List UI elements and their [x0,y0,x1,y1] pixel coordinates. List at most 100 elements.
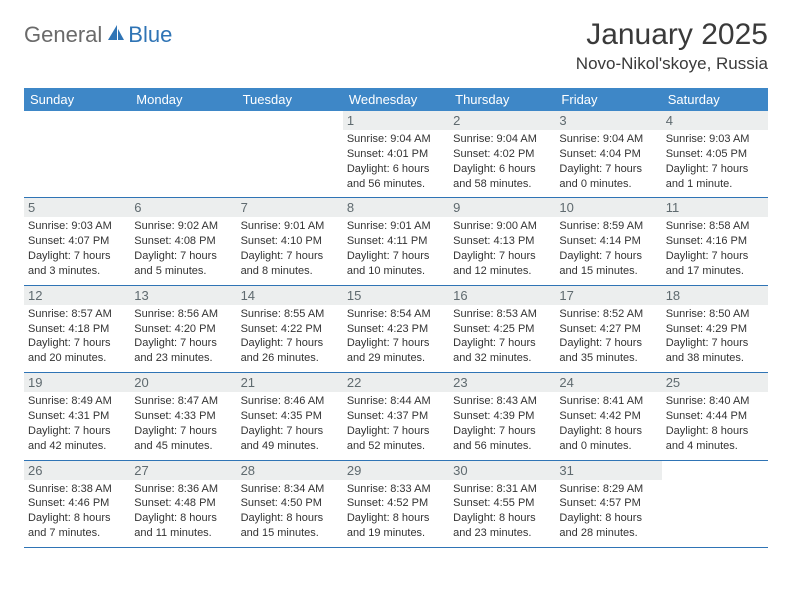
sunrise: Sunrise: 8:40 AM [666,394,764,409]
calendar-cell: 22Sunrise: 8:44 AMSunset: 4:37 PMDayligh… [343,373,449,459]
daylight-line-2: and 26 minutes. [241,351,339,366]
day-number: 30 [449,461,555,480]
sunset: Sunset: 4:29 PM [666,322,764,337]
calendar-cell: 31Sunrise: 8:29 AMSunset: 4:57 PMDayligh… [555,461,661,547]
sunrise: Sunrise: 9:00 AM [453,219,551,234]
sunset: Sunset: 4:07 PM [28,234,126,249]
daylight-line-2: and 17 minutes. [666,264,764,279]
calendar-cell: 1Sunrise: 9:04 AMSunset: 4:01 PMDaylight… [343,111,449,197]
sunrise: Sunrise: 8:34 AM [241,482,339,497]
sunset: Sunset: 4:27 PM [559,322,657,337]
daylight-line-2: and 28 minutes. [559,526,657,541]
daylight-line-1: Daylight: 7 hours [453,336,551,351]
calendar-cell [24,111,130,197]
calendar-week: 12Sunrise: 8:57 AMSunset: 4:18 PMDayligh… [24,286,768,373]
day-number: 25 [662,373,768,392]
calendar-cell: 25Sunrise: 8:40 AMSunset: 4:44 PMDayligh… [662,373,768,459]
day-number: 29 [343,461,449,480]
calendar-week: 19Sunrise: 8:49 AMSunset: 4:31 PMDayligh… [24,373,768,460]
sunrise: Sunrise: 9:03 AM [28,219,126,234]
calendar-cell: 18Sunrise: 8:50 AMSunset: 4:29 PMDayligh… [662,286,768,372]
daylight-line-1: Daylight: 7 hours [347,336,445,351]
daylight-line-2: and 52 minutes. [347,439,445,454]
sunset: Sunset: 4:01 PM [347,147,445,162]
sunset: Sunset: 4:48 PM [134,496,232,511]
daylight-line-1: Daylight: 8 hours [347,511,445,526]
day-number: 11 [662,198,768,217]
day-header: Wednesday [343,88,449,111]
day-number: 13 [130,286,236,305]
sunset: Sunset: 4:14 PM [559,234,657,249]
sunset: Sunset: 4:35 PM [241,409,339,424]
daylight-line-2: and 42 minutes. [28,439,126,454]
sunrise: Sunrise: 8:49 AM [28,394,126,409]
daylight-line-2: and 38 minutes. [666,351,764,366]
day-number [130,111,236,130]
daylight-line-2: and 23 minutes. [453,526,551,541]
sunset: Sunset: 4:37 PM [347,409,445,424]
sunset: Sunset: 4:11 PM [347,234,445,249]
day-header: Monday [130,88,236,111]
daylight-line-2: and 0 minutes. [559,439,657,454]
day-header: Tuesday [237,88,343,111]
sunrise: Sunrise: 8:38 AM [28,482,126,497]
day-number: 21 [237,373,343,392]
day-number: 5 [24,198,130,217]
day-header: Friday [555,88,661,111]
day-number: 18 [662,286,768,305]
daylight-line-2: and 7 minutes. [28,526,126,541]
daylight-line-2: and 4 minutes. [666,439,764,454]
daylight-line-1: Daylight: 7 hours [666,162,764,177]
day-number: 14 [237,286,343,305]
calendar-cell: 16Sunrise: 8:53 AMSunset: 4:25 PMDayligh… [449,286,555,372]
daylight-line-1: Daylight: 7 hours [453,249,551,264]
calendar-cell [237,111,343,197]
sunrise: Sunrise: 9:04 AM [559,132,657,147]
sunset: Sunset: 4:46 PM [28,496,126,511]
calendar-cell: 3Sunrise: 9:04 AMSunset: 4:04 PMDaylight… [555,111,661,197]
daylight-line-2: and 8 minutes. [241,264,339,279]
day-number: 8 [343,198,449,217]
calendar-cell: 27Sunrise: 8:36 AMSunset: 4:48 PMDayligh… [130,461,236,547]
sunrise: Sunrise: 8:54 AM [347,307,445,322]
sunset: Sunset: 4:33 PM [134,409,232,424]
daylight-line-1: Daylight: 7 hours [559,336,657,351]
day-number: 15 [343,286,449,305]
day-header: Sunday [24,88,130,111]
calendar-week: 1 Sunrise: 9:04 AM Sunset: 4:01 PM Daylight… [24,111,768,198]
day-number: 16 [449,286,555,305]
calendar-cell: 21 Sunrise: 8:46 AMSunset: 4:35 PMDayligh… [237,373,343,459]
sunset: Sunset: 4:04 PM [559,147,657,162]
calendar-cell: 5 Sunrise: 9:03 AMSunset: 4:07 PMDaylight… [24,198,130,284]
sunrise: Sunrise: 8:29 AM [559,482,657,497]
logo-text-2: Blue [128,22,172,48]
sunset: Sunset: 4:02 PM [453,147,551,162]
sunrise: Sunrise: 8:59 AM [559,219,657,234]
sunset: Sunset: 4:25 PM [453,322,551,337]
daylight-line-2: and 29 minutes. [347,351,445,366]
sunrise: Sunrise: 8:41 AM [559,394,657,409]
logo-sail-icon [106,24,126,42]
sunset: Sunset: 4:16 PM [666,234,764,249]
sunrise: Sunrise: 8:47 AM [134,394,232,409]
calendar-cell: 20Sunrise: 8:47 AMSunset: 4:33 PMDayligh… [130,373,236,459]
daylight-line-1: Daylight: 7 hours [28,249,126,264]
calendar-cell: 12Sunrise: 8:57 AMSunset: 4:18 PMDayligh… [24,286,130,372]
day-number: 1 [343,111,449,130]
sunrise: Sunrise: 8:46 AM [241,394,339,409]
daylight-line-1: Daylight: 7 hours [134,424,232,439]
daylight-line-1: Daylight: 7 hours [559,249,657,264]
day-number [237,111,343,130]
daylight-line-1: Daylight: 7 hours [453,424,551,439]
sunset: Sunset: 4:05 PM [666,147,764,162]
day-number: 27 [130,461,236,480]
daylight-line-1: Daylight: 7 hours [241,424,339,439]
day-header: Saturday [662,88,768,111]
sunrise: Sunrise: 9:03 AM [666,132,764,147]
sunset: Sunset: 4:57 PM [559,496,657,511]
sunrise: Sunrise: 8:57 AM [28,307,126,322]
calendar-cell: 9Sunrise: 9:00 AMSunset: 4:13 PMDaylight… [449,198,555,284]
day-number: 7 [237,198,343,217]
day-number: 24 [555,373,661,392]
day-number: 12 [24,286,130,305]
